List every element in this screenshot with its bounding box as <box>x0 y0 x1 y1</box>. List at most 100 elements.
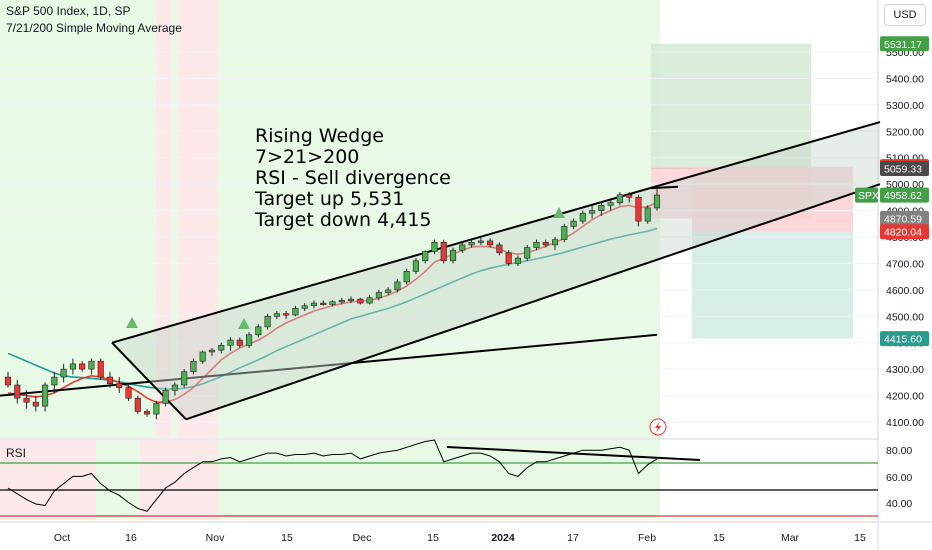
price-tag-value: 4870.59 <box>884 213 922 225</box>
time-axis[interactable]: Oct 16 Nov 15 Dec 15 2024 17 Feb 15 Mar 15 <box>54 532 866 544</box>
candle-body <box>347 298 355 301</box>
price-tag-value: 4820.04 <box>884 227 922 239</box>
wedge-fill <box>112 122 880 420</box>
candle-body <box>542 241 549 246</box>
candle-body <box>598 204 605 211</box>
candle-body <box>125 387 132 399</box>
annotation-line: Rising Wedge <box>255 125 384 147</box>
rsi-bearish-background <box>140 440 218 520</box>
annotation-line: Target up 5,531 <box>255 188 405 210</box>
lightning-icon <box>655 421 661 433</box>
candle-body <box>589 210 596 214</box>
annotation-line: 7>21>200 <box>255 146 360 168</box>
candle-body <box>449 249 457 262</box>
time-tick-label: 17 <box>567 532 579 544</box>
symbol-tag <box>855 187 878 203</box>
candle-body <box>60 368 67 378</box>
price-tag-value: 4415.60 <box>884 334 922 346</box>
candle-body <box>69 363 76 370</box>
candle-body <box>440 241 447 262</box>
candle-body <box>32 401 39 407</box>
candle-body <box>181 371 188 386</box>
candle-body <box>4 376 12 386</box>
buy-signal-marker <box>553 207 565 218</box>
price-tick-label: 4200.00 <box>886 391 924 403</box>
price-tag <box>880 331 929 347</box>
candle-body <box>468 241 475 246</box>
price-tag <box>880 210 929 226</box>
target-up-zone <box>651 43 811 169</box>
price-tag-value: 5059.33 <box>884 163 922 175</box>
candle-body <box>385 289 392 293</box>
candle-body <box>394 281 401 291</box>
price-tick-label: 4100.00 <box>886 417 924 429</box>
candle-body <box>264 315 271 328</box>
candle-body <box>653 194 661 209</box>
candle-body <box>422 251 429 262</box>
candle-body <box>134 397 141 412</box>
rsi-bullish-background <box>0 440 660 520</box>
candle-body <box>357 298 364 304</box>
candle-body <box>116 383 123 388</box>
wedge-left-leg <box>111 342 187 421</box>
wedge-upper-line <box>111 121 881 344</box>
rsi-tick-label: 40.00 <box>886 498 912 510</box>
price-tag <box>880 187 929 203</box>
rising-wedge-drawing <box>111 121 881 421</box>
candle-body <box>208 349 216 353</box>
annotation-line: RSI - Sell divergence <box>255 167 451 189</box>
wedge-top-extension <box>650 185 679 190</box>
candle-body <box>97 360 104 378</box>
position-zones <box>651 43 853 339</box>
candle-body <box>329 301 336 305</box>
signal-markers <box>126 207 667 436</box>
candle-body <box>338 300 345 303</box>
candle-body <box>561 226 568 240</box>
candle-body <box>14 384 21 399</box>
candle-body <box>301 305 308 309</box>
price-axis[interactable]: 4100.004200.004300.004400.004500.004600.… <box>886 47 924 510</box>
symbol-tag-label: SPX <box>858 190 879 202</box>
candle-body <box>320 302 327 305</box>
time-tick-label: Oct <box>54 532 70 544</box>
candle-body <box>524 247 531 259</box>
rsi-bearish-background <box>0 440 96 520</box>
buy-signal-marker <box>126 317 138 328</box>
candle-body <box>144 411 151 415</box>
price-tag <box>880 36 929 52</box>
candle-body <box>375 292 382 299</box>
price-tick-label: 5200.00 <box>886 126 924 138</box>
candle-body <box>616 194 623 203</box>
bearish-background <box>178 0 218 438</box>
candle-body <box>106 376 114 384</box>
candle-body <box>227 339 234 346</box>
price-tag-value: 5531.17 <box>884 39 922 51</box>
price-tag <box>880 160 929 176</box>
time-tick-label: Mar <box>781 532 800 544</box>
candle-body <box>496 244 503 254</box>
price-tag-value: 4958.62 <box>884 190 922 202</box>
price-tick-label: 4500.00 <box>886 311 924 323</box>
candle-body <box>273 313 280 317</box>
currency-button[interactable]: USD <box>884 4 926 26</box>
candle-body <box>514 257 521 264</box>
candle-body <box>246 334 253 346</box>
wedge-lower-line <box>185 183 881 421</box>
candle-body <box>459 244 466 251</box>
time-tick-label: 15 <box>281 532 293 544</box>
price-tick-label: 4700.00 <box>886 258 924 270</box>
buy-signal-marker <box>238 318 250 329</box>
rsi-pane[interactable] <box>0 439 878 517</box>
chart-annotation-note: Rising Wedge 7>21>200 RSI - Sell diverge… <box>255 126 451 231</box>
rsi-tick-label: 60.00 <box>886 472 912 484</box>
candle-body <box>487 240 494 246</box>
annotation-line: Target down 4,415 <box>255 209 432 231</box>
candle-body <box>190 360 197 373</box>
candle-body <box>199 351 206 362</box>
candle-body <box>477 240 484 243</box>
rsi-line <box>7 439 658 512</box>
candlestick-series[interactable] <box>4 186 661 420</box>
chart-title: S&P 500 Index, 1D, SP <box>6 4 131 18</box>
